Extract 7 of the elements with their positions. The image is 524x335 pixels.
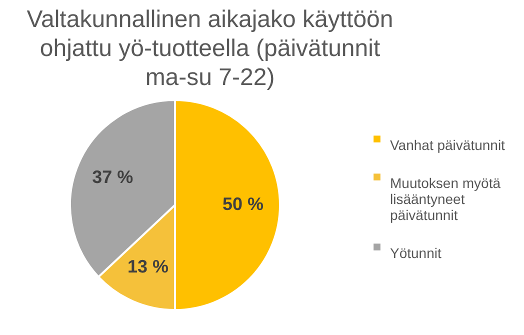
- data-label: 13 %: [127, 256, 169, 276]
- chart-title: Valtakunnallinen aikajako käyttöön ohjattu yö-tuotteella (päivätunnit ma-su 7-22): [26, 6, 394, 91]
- legend-label: Muutoksen myötä lisääntyneet päivätunnit: [390, 175, 501, 223]
- data-label: 50 %: [222, 194, 264, 214]
- data-label: 37 %: [92, 166, 134, 187]
- legend-label: Yötunnit: [390, 245, 442, 261]
- legend-label: Vanhat päivätunnit: [390, 137, 506, 153]
